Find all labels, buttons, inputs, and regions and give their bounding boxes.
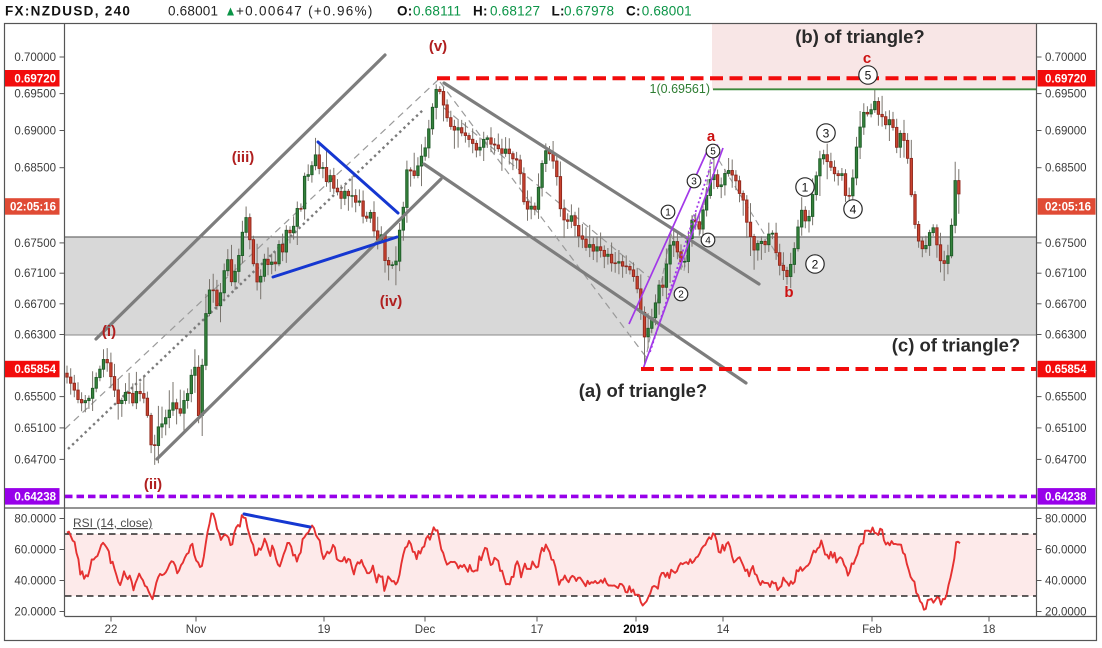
- svg-text:0.66700: 0.66700: [1045, 299, 1087, 311]
- svg-text:40.0000: 40.0000: [14, 576, 56, 588]
- svg-text:C:: C:: [626, 4, 641, 19]
- svg-text:Feb: Feb: [862, 624, 882, 636]
- svg-text:0.68111: 0.68111: [413, 4, 461, 19]
- svg-text:80.0000: 80.0000: [1045, 514, 1087, 526]
- svg-text:40.0000: 40.0000: [1045, 576, 1087, 588]
- svg-text:3: 3: [691, 177, 697, 188]
- svg-text:H:: H:: [473, 4, 488, 19]
- svg-text:0.68500: 0.68500: [14, 163, 56, 175]
- svg-text:(iv): (iv): [380, 293, 403, 310]
- svg-text:0.65100: 0.65100: [1045, 423, 1087, 435]
- svg-text:20.0000: 20.0000: [14, 607, 56, 619]
- svg-text:0.69720: 0.69720: [1045, 74, 1087, 86]
- svg-text:b: b: [784, 284, 793, 301]
- svg-text:18: 18: [983, 624, 996, 636]
- svg-text:5: 5: [865, 68, 872, 82]
- svg-text:22: 22: [105, 624, 118, 636]
- svg-text:(c) of triangle?: (c) of triangle?: [892, 335, 1020, 356]
- svg-text:0.64238: 0.64238: [1045, 492, 1087, 504]
- svg-text:17: 17: [531, 624, 544, 636]
- svg-text:0.67100: 0.67100: [14, 268, 56, 280]
- svg-text:5: 5: [710, 147, 716, 158]
- svg-text:Nov: Nov: [186, 624, 207, 636]
- svg-text:0.67100: 0.67100: [1045, 268, 1087, 280]
- svg-text:0.66300: 0.66300: [1045, 330, 1087, 342]
- svg-text:1(0.69561): 1(0.69561): [650, 82, 710, 96]
- svg-text:80.0000: 80.0000: [14, 514, 56, 526]
- svg-text:O:: O:: [397, 4, 412, 19]
- svg-text:0.68001: 0.68001: [168, 4, 218, 19]
- svg-text:02:05:16: 02:05:16: [1045, 202, 1091, 214]
- svg-text:(iii): (iii): [232, 149, 255, 166]
- svg-text:a: a: [707, 128, 716, 145]
- svg-text:0.67500: 0.67500: [1045, 238, 1087, 250]
- svg-text:0.64238: 0.64238: [14, 492, 56, 504]
- svg-text:0.66300: 0.66300: [14, 330, 56, 342]
- svg-text:(ii): (ii): [144, 476, 162, 493]
- svg-text:0.70000: 0.70000: [14, 52, 56, 64]
- svg-text:RSI (14, close): RSI (14, close): [73, 516, 152, 530]
- svg-text:0.68500: 0.68500: [1045, 163, 1087, 175]
- svg-text:(i): (i): [102, 323, 116, 340]
- svg-text:0.65854: 0.65854: [1045, 364, 1087, 376]
- svg-text:1: 1: [802, 180, 809, 194]
- svg-text:c: c: [863, 50, 871, 67]
- svg-text:0.67500: 0.67500: [14, 238, 56, 250]
- svg-text:4: 4: [705, 236, 711, 247]
- svg-text:02:05:16: 02:05:16: [10, 202, 56, 214]
- svg-text:0.64700: 0.64700: [1045, 454, 1087, 466]
- svg-text:0.69500: 0.69500: [1045, 89, 1087, 101]
- svg-text:(a) of triangle?: (a) of triangle?: [579, 380, 707, 401]
- svg-text:FX:NZDUSD, 240: FX:NZDUSD, 240: [5, 4, 131, 19]
- svg-text:(b) of triangle?: (b) of triangle?: [795, 26, 924, 47]
- svg-text:(v): (v): [429, 38, 447, 55]
- svg-text:19: 19: [318, 624, 331, 636]
- svg-text:0.66700: 0.66700: [14, 299, 56, 311]
- svg-text:0.65854: 0.65854: [14, 364, 56, 376]
- svg-text:+0.00647 (+0.96%): +0.00647 (+0.96%): [236, 4, 374, 19]
- svg-text:0.69000: 0.69000: [1045, 126, 1087, 138]
- svg-text:0.69720: 0.69720: [14, 74, 56, 86]
- svg-text:14: 14: [717, 624, 730, 636]
- svg-text:3: 3: [823, 126, 830, 140]
- svg-text:0.68001: 0.68001: [642, 4, 692, 19]
- svg-text:4: 4: [850, 202, 857, 216]
- svg-text:2019: 2019: [623, 624, 649, 636]
- svg-text:60.0000: 60.0000: [14, 545, 56, 557]
- svg-text:0.69000: 0.69000: [14, 126, 56, 138]
- svg-text:0.65500: 0.65500: [14, 392, 56, 404]
- svg-text:L:: L:: [552, 4, 565, 19]
- svg-text:2: 2: [678, 290, 684, 301]
- svg-text:0.65500: 0.65500: [1045, 392, 1087, 404]
- svg-text:0.64700: 0.64700: [14, 454, 56, 466]
- svg-text:Dec: Dec: [415, 624, 436, 636]
- svg-text:0.68127: 0.68127: [490, 4, 540, 19]
- svg-text:20.0000: 20.0000: [1045, 607, 1087, 619]
- svg-text:60.0000: 60.0000: [1045, 545, 1087, 557]
- svg-text:0.69500: 0.69500: [14, 89, 56, 101]
- svg-text:0.65100: 0.65100: [14, 423, 56, 435]
- svg-text:0.67978: 0.67978: [564, 4, 614, 19]
- svg-text:0.70000: 0.70000: [1045, 52, 1087, 64]
- svg-text:1: 1: [665, 208, 671, 219]
- svg-text:2: 2: [812, 257, 819, 271]
